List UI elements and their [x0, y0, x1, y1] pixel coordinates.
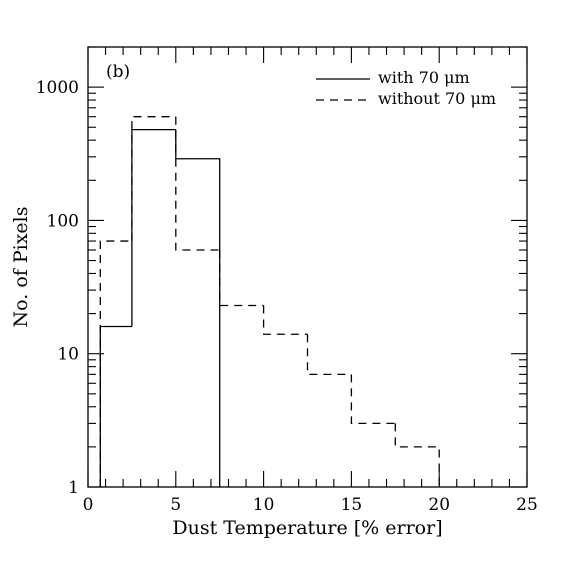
bar-with-70um [131, 128, 176, 327]
panel-label: (b) [106, 62, 130, 82]
bar-with-70um [99, 325, 132, 487]
y-tick-label: 100 [47, 211, 79, 231]
legend-label-with-70um: with 70 μm [378, 68, 470, 87]
x-tick-label: 20 [428, 495, 450, 515]
bar-without-70um [219, 249, 264, 307]
x-axis-title: Dust Temperature [% error] [172, 517, 442, 539]
bar-without-70um [394, 423, 440, 487]
x-tick-label: 25 [516, 495, 538, 515]
bar-without-70um [306, 334, 352, 376]
legend: with 70 μm without 70 μm [316, 68, 496, 108]
bar-without-70um [175, 116, 220, 251]
x-tick-label: 10 [253, 495, 275, 515]
x-tick-label: 15 [341, 495, 363, 515]
plot-frame [87, 46, 528, 488]
bar-with-70um [175, 129, 221, 487]
x-tick-label: 5 [170, 495, 181, 515]
bar-without-70um [99, 240, 132, 487]
y-tick-label: 1000 [36, 78, 79, 98]
bar-without-70um [262, 305, 308, 335]
series-layer [99, 116, 440, 487]
legend-label-without-70um: without 70 μm [378, 89, 496, 108]
y-axis-title: No. of Pixels [10, 207, 32, 328]
x-tick-label: 0 [83, 495, 94, 515]
bar-without-70um [131, 116, 176, 242]
y-tick-label: 10 [57, 345, 79, 365]
y-tick-label: 1 [68, 478, 79, 498]
ticks-layer: 0 5 10 15 20 25 1 10 100 1000 [36, 46, 538, 515]
bar-without-70um [350, 374, 396, 425]
